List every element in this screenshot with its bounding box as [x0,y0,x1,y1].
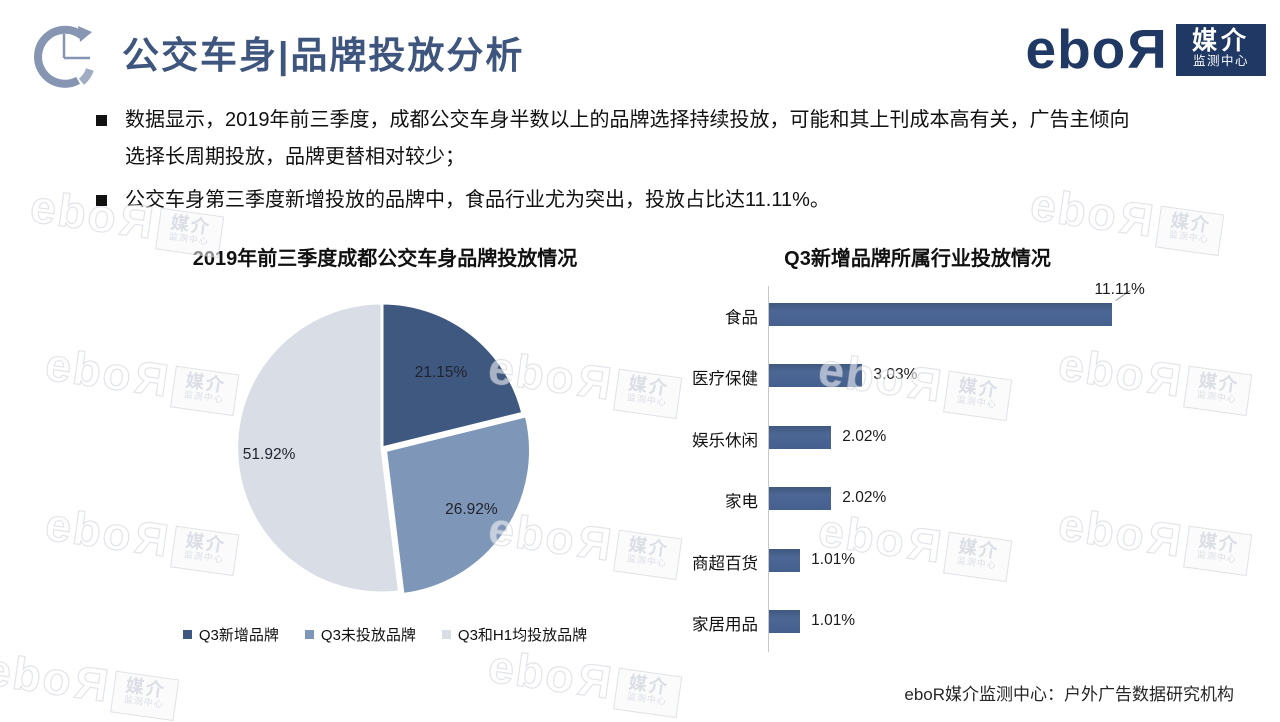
bar-chart-title: Q3新增品牌所属行业投放情况 [784,248,1051,270]
bullet-item: 公交车身第三季度新增投放的品牌中，食品行业尤为突出，投放占比达11.11%。 [96,182,1221,219]
bar [769,548,801,572]
pie-slice-label: 26.92% [445,500,498,518]
watermark-badge-line2: 监测中心 [123,694,165,710]
watermark-badge-line1: 媒介 [1197,370,1241,396]
footer-text: eboR媒介监测中心：户外广告数据研究机构 [904,685,1234,704]
bar-category-label: 食品 [725,309,758,327]
pie-slice [380,301,525,450]
pie-chart-panel: 2019年前三季度成都公交车身品牌投放情况 21.15% 26.92% 51.92%… [130,230,640,650]
brand-wordmark: eboR [1025,18,1167,80]
bar-value-label: 1.01% [811,612,856,629]
pie-slice [235,301,401,595]
watermark-wordmark: eboR [0,642,112,712]
watermark-badge-line1: 媒介 [1197,530,1241,556]
bar [769,425,832,449]
bar [769,487,832,511]
pie-slice-label: 21.15% [414,363,468,381]
pie-chart-logo-icon [34,25,94,88]
watermark-badge: 媒介 监测中心 [1183,365,1253,417]
bar-value-label: 11.11% [1094,281,1145,298]
pie-chart-title: 2019年前三季度成都公交车身品牌投放情况 [192,248,578,270]
legend-label: Q3和H1均投放品牌 [457,627,588,644]
bullet-marker-icon [96,115,107,126]
watermark-badge: 媒介 监测中心 [613,667,683,719]
pie-svg [235,301,532,596]
watermark-badge: 媒介 监测中心 [1183,525,1253,577]
watermark-badge-line1: 媒介 [124,675,168,701]
pie-legend: Q3新增品牌 Q3未投放品牌 Q3和H1均投放品牌 [130,624,640,645]
bar-chart-panel: Q3新增品牌所属行业投放情况 食品 11.11% 医疗保健 3.03% 娱乐休闲 2.02… [690,230,1190,670]
watermark-badge-line1: 媒介 [627,672,671,698]
brand-logo: eboR 媒介 监测中心 [1025,18,1266,80]
bar [769,364,863,388]
brand-badge-line2: 监测中心 [1192,54,1249,68]
watermark-badge-line2: 监测中心 [1196,549,1238,565]
bullet-text: 数据显示，2019年前三季度，成都公交车身半数以上的品牌选择持续投放，可能和其上… [125,109,1130,168]
header: 公交车身|品牌投放分析 [28,18,524,94]
bar-category-label: 娱乐休闲 [692,431,758,450]
bar-value-label: 2.02% [842,489,887,507]
bar-value-label: 3.03% [873,366,918,384]
bar [769,610,801,633]
bar-category-label: 家居用品 [692,616,758,634]
brand-badge: 媒介 监测中心 [1176,23,1266,76]
bar [769,303,1112,326]
pie-slice-label: 51.92% [242,445,296,463]
legend-label: Q3未投放品牌 [320,627,416,644]
watermark-badge-line2: 监测中心 [1196,389,1238,405]
legend-item: Q3和H1均投放品牌 [441,624,588,645]
brand-wordmark-ebo: ebo [1025,18,1127,80]
bullet-list: 数据显示，2019年前三季度，成都公交车身半数以上的品牌选择持续投放，可能和其上… [96,102,1221,225]
bar-value-label: 2.02% [842,427,887,445]
bar-chart-axis [768,286,769,652]
legend-swatch [182,630,192,639]
legend-swatch [441,630,451,639]
watermark: eboR 媒介 监测中心 [485,639,684,719]
legend-swatch [304,630,314,639]
bar-category-label: 医疗保健 [692,370,758,389]
brand-badge-line1: 媒介 [1191,26,1250,55]
bar-category-label: 商超百货 [692,554,758,573]
bullet-marker-icon [96,195,107,206]
pie-slice [384,414,532,596]
watermark-badge-line2: 监测中心 [626,691,668,707]
watermark: eboR 媒介 监测中心 [0,642,181,722]
bar-value-label: 1.01% [811,550,856,568]
bullet-item: 数据显示，2019年前三季度，成都公交车身半数以上的品牌选择持续投放，可能和其上… [96,102,1221,176]
brand-mirrored-r: R [1126,18,1167,80]
legend-item: Q3新增品牌 [182,624,279,645]
page-title: 公交车身|品牌投放分析 [122,35,525,76]
pie-chart: 21.15% 26.92% 51.92% [212,278,552,618]
watermark-badge: 媒介 监测中心 [110,670,180,722]
legend-label: Q3新增品牌 [198,627,279,644]
bullet-text: 公交车身第三季度新增投放的品牌中，食品行业尤为突出，投放占比达11.11%。 [125,189,830,211]
bar-category-label: 家电 [725,493,758,512]
legend-item: Q3未投放品牌 [304,624,416,645]
